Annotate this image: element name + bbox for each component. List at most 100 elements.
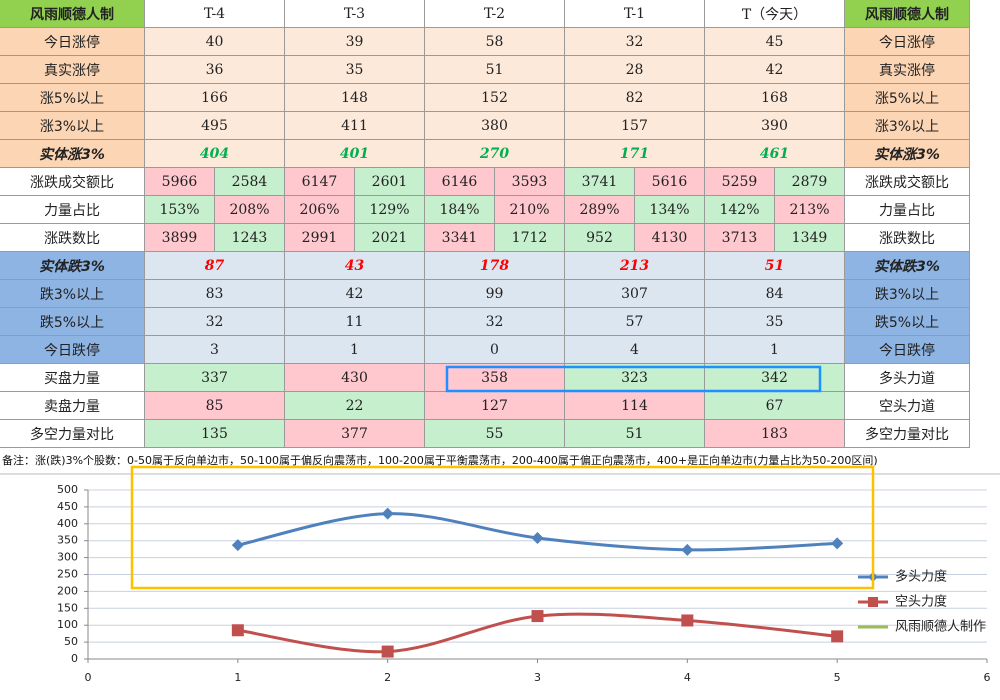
cell: 114	[565, 392, 705, 420]
cell: 166	[145, 84, 285, 112]
cell: 289%	[565, 196, 635, 224]
x-tick-label: 1	[234, 671, 241, 684]
cell: 力量占比	[845, 196, 970, 224]
cell: 85	[145, 392, 285, 420]
cell: 1712	[495, 224, 565, 252]
legend-label: 空头力度	[895, 594, 947, 610]
cell: 51	[565, 420, 705, 448]
cell: 43	[285, 252, 425, 280]
cell: 42	[705, 56, 845, 84]
cell: 2879	[775, 168, 845, 196]
cell: 152	[425, 84, 565, 112]
cell: 2584	[215, 168, 285, 196]
cell: 涨3%以上	[0, 112, 145, 140]
cell: 涨5%以上	[0, 84, 145, 112]
cell: 380	[425, 112, 565, 140]
cell: 142%	[705, 196, 775, 224]
cell: 实体涨3%	[0, 140, 145, 168]
marker	[831, 537, 844, 550]
cell: 411	[285, 112, 425, 140]
marker	[681, 543, 694, 556]
cell: 实体跌3%	[0, 252, 145, 280]
marker	[231, 539, 244, 552]
cell: 57	[565, 308, 705, 336]
cell: 涨跌成交额比	[0, 168, 145, 196]
marker	[381, 645, 394, 658]
cell: 337	[145, 364, 285, 392]
cell: 真实涨停	[0, 56, 145, 84]
cell: 3	[145, 336, 285, 364]
cell: 6147	[285, 168, 355, 196]
cell: 99	[425, 280, 565, 308]
cell: 153%	[145, 196, 215, 224]
cell: 5259	[705, 168, 775, 196]
cell: 430	[285, 364, 425, 392]
cell: 2601	[355, 168, 425, 196]
cell: 涨跌数比	[0, 224, 145, 252]
marker	[681, 614, 694, 627]
x-tick-label: 3	[534, 671, 541, 684]
cell: T-3	[285, 0, 425, 28]
cell: 22	[285, 392, 425, 420]
y-tick-label: 250	[57, 568, 78, 581]
highlight-box	[130, 465, 875, 590]
legend-label: 多头力度	[895, 569, 947, 585]
cell: 55	[425, 420, 565, 448]
cell: 87	[145, 252, 285, 280]
cell: 5616	[635, 168, 705, 196]
cell: 5966	[145, 168, 215, 196]
cell: 6146	[425, 168, 495, 196]
cell: 涨3%以上	[845, 112, 970, 140]
y-tick-label: 50	[64, 635, 78, 648]
cell: 208%	[215, 196, 285, 224]
cell: 风雨顺德人制	[0, 0, 145, 28]
cell: 今日跌停	[845, 336, 970, 364]
cell: 2021	[355, 224, 425, 252]
cell: 跌3%以上	[0, 280, 145, 308]
highlight-box	[445, 365, 822, 393]
cell: 42	[285, 280, 425, 308]
cell: 风雨顺德人制	[845, 0, 970, 28]
cell: 0	[425, 336, 565, 364]
y-tick-label: 350	[57, 534, 78, 547]
cell: 157	[565, 112, 705, 140]
x-tick-label: 2	[384, 671, 391, 684]
legend-marker	[868, 597, 878, 607]
cell: 力量占比	[0, 196, 145, 224]
y-tick-label: 300	[57, 551, 78, 564]
cell: 3593	[495, 168, 565, 196]
cell: 实体跌3%	[845, 252, 970, 280]
y-tick-label: 400	[57, 517, 78, 530]
cell: 40	[145, 28, 285, 56]
cell: 213%	[775, 196, 845, 224]
cell: 28	[565, 56, 705, 84]
cell: 11	[285, 308, 425, 336]
cell: 今日跌停	[0, 336, 145, 364]
cell: 今日涨停	[0, 28, 145, 56]
cell: 实体涨3%	[845, 140, 970, 168]
cell: 1349	[775, 224, 845, 252]
cell: 1	[705, 336, 845, 364]
marker	[831, 630, 844, 643]
cell: 3741	[565, 168, 635, 196]
cell: 171	[565, 140, 705, 168]
cell: 51	[705, 252, 845, 280]
cell: 168	[705, 84, 845, 112]
cell: 1243	[215, 224, 285, 252]
cell: 184%	[425, 196, 495, 224]
cell: 461	[705, 140, 845, 168]
cell: 2991	[285, 224, 355, 252]
cell: 58	[425, 28, 565, 56]
cell: 跌5%以上	[845, 308, 970, 336]
cell: 127	[425, 392, 565, 420]
cell: 84	[705, 280, 845, 308]
cell: 178	[425, 252, 565, 280]
cell: 148	[285, 84, 425, 112]
cell: 1	[285, 336, 425, 364]
y-tick-label: 500	[57, 483, 78, 496]
cell: 270	[425, 140, 565, 168]
cell: 空头力道	[845, 392, 970, 420]
cell: 404	[145, 140, 285, 168]
cell: 多头力道	[845, 364, 970, 392]
cell: 多空力量对比	[845, 420, 970, 448]
